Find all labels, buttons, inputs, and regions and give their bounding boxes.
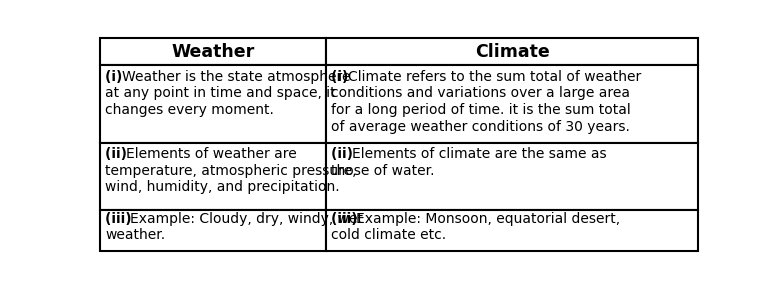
Bar — [100, 143, 326, 210]
Text: Elements of weather are: Elements of weather are — [126, 147, 297, 161]
Text: (i): (i) — [105, 70, 128, 84]
Text: at any point in time and space, it: at any point in time and space, it — [105, 86, 336, 100]
Text: Example: Cloudy, dry, windy, wet: Example: Cloudy, dry, windy, wet — [129, 212, 363, 226]
Bar — [326, 38, 698, 65]
Bar — [100, 38, 326, 65]
Text: cold climate etc.: cold climate etc. — [331, 229, 446, 243]
Text: for a long period of time. it is the sum total: for a long period of time. it is the sum… — [331, 103, 631, 117]
Text: (ii): (ii) — [105, 147, 132, 161]
Text: those of water.: those of water. — [331, 164, 435, 178]
Bar — [326, 143, 698, 210]
Text: temperature, atmospheric pressure,: temperature, atmospheric pressure, — [105, 164, 357, 178]
Text: changes every moment.: changes every moment. — [105, 103, 274, 117]
Bar — [326, 65, 698, 143]
Text: Climate: Climate — [475, 43, 549, 61]
Text: (iii): (iii) — [331, 212, 363, 226]
Text: Weather: Weather — [171, 43, 255, 61]
Text: (i): (i) — [331, 70, 354, 84]
Text: weather.: weather. — [105, 229, 165, 243]
Text: (ii): (ii) — [331, 147, 358, 161]
Text: of average weather conditions of 30 years.: of average weather conditions of 30 year… — [331, 120, 630, 134]
Bar — [100, 65, 326, 143]
Text: conditions and variations over a large area: conditions and variations over a large a… — [331, 86, 630, 100]
Text: Climate refers to the sum total of weather: Climate refers to the sum total of weath… — [348, 70, 642, 84]
Bar — [326, 210, 698, 251]
Text: Elements of climate are the same as: Elements of climate are the same as — [352, 147, 607, 161]
Text: Example: Monsoon, equatorial desert,: Example: Monsoon, equatorial desert, — [355, 212, 619, 226]
Text: (iii): (iii) — [105, 212, 137, 226]
Text: Weather is the state atmosphere: Weather is the state atmosphere — [122, 70, 351, 84]
Text: wind, humidity, and precipitation.: wind, humidity, and precipitation. — [105, 180, 340, 194]
Bar — [100, 210, 326, 251]
